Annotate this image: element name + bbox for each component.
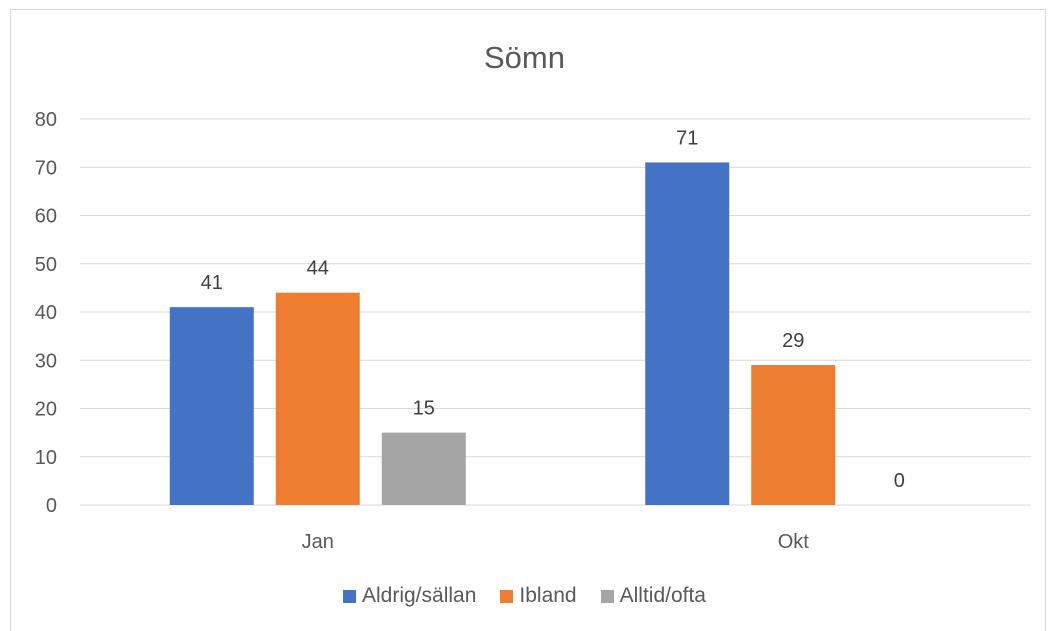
bar [381, 432, 466, 505]
legend-item-alltid: Alltid/ofta [600, 584, 706, 608]
y-tick-label: 50 [35, 254, 57, 276]
bar [751, 365, 836, 505]
data-labels: 41 44 15 71 29 0 [201, 127, 905, 492]
y-tick-label: 0 [46, 495, 57, 517]
x-tick-label: Jan [302, 531, 334, 553]
bar [275, 292, 360, 505]
data-label: 41 [201, 272, 223, 294]
y-axis-ticks: 0 10 20 30 40 50 60 70 80 [35, 109, 57, 517]
legend-swatch [342, 589, 356, 603]
legend-label: Alltid/ofta [619, 584, 706, 607]
y-tick-label: 60 [35, 206, 57, 228]
data-label: 71 [676, 127, 698, 149]
data-label: 0 [894, 470, 905, 492]
x-axis-ticks: Jan Okt [302, 531, 810, 553]
y-tick-label: 20 [35, 399, 57, 421]
legend-swatch [600, 589, 614, 603]
y-tick-label: 10 [35, 447, 57, 469]
legend-label: Ibland [519, 584, 577, 607]
y-tick-label: 70 [35, 157, 57, 179]
data-label: 29 [782, 330, 804, 352]
data-label: 15 [413, 398, 435, 420]
y-tick-label: 30 [35, 350, 57, 372]
legend-label: Aldrig/sällan [361, 584, 477, 607]
bars [169, 162, 836, 506]
legend-swatch [500, 589, 514, 603]
bar [169, 307, 254, 505]
x-tick-label: Okt [778, 531, 810, 553]
legend: Aldrig/sällan Ibland Alltid/ofta [0, 584, 1049, 608]
y-tick-label: 80 [35, 109, 57, 131]
chart-title: Sömn [484, 40, 565, 75]
y-tick-label: 40 [35, 302, 57, 324]
bar [645, 162, 730, 506]
legend-item-aldrig: Aldrig/sällan [342, 584, 477, 608]
legend-item-ibland: Ibland [500, 584, 577, 608]
data-label: 44 [307, 258, 329, 280]
